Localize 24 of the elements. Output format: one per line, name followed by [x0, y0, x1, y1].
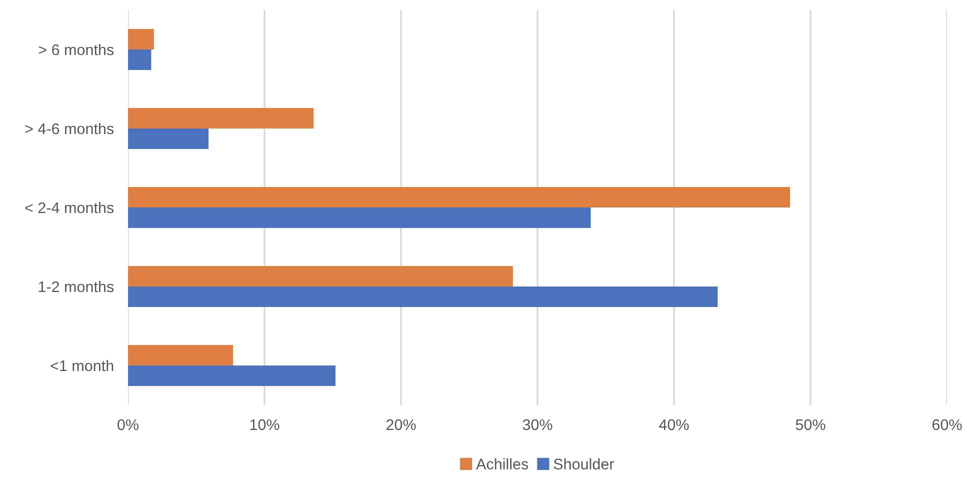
x-tick-label: 30% — [522, 419, 552, 430]
legend-label: Shoulder — [554, 458, 614, 470]
bar — [128, 344, 234, 366]
y-tick-label: 1-2 months — [38, 280, 114, 292]
y-tick-label: <1 month — [50, 360, 114, 372]
bar — [128, 28, 154, 50]
bar — [128, 128, 209, 150]
x-tick-label: 10% — [250, 419, 280, 430]
y-tick-label: > 4-6 months — [25, 122, 114, 134]
bar — [128, 108, 314, 128]
y-tick-label: > 6 months — [38, 44, 114, 56]
legend-label: Achilles — [476, 458, 528, 470]
bar — [128, 208, 591, 228]
x-tick-label: 20% — [386, 419, 416, 430]
x-tick-label: 0% — [118, 419, 138, 430]
x-tick-label: 40% — [659, 419, 689, 430]
bar — [128, 286, 718, 308]
bar — [128, 186, 790, 208]
x-tick-label: 50% — [796, 419, 826, 430]
bar — [128, 366, 336, 386]
y-tick-label: < 2-4 months — [25, 202, 114, 214]
bar — [128, 50, 152, 70]
x-tick-label: 60% — [932, 419, 962, 430]
bar — [128, 266, 513, 286]
